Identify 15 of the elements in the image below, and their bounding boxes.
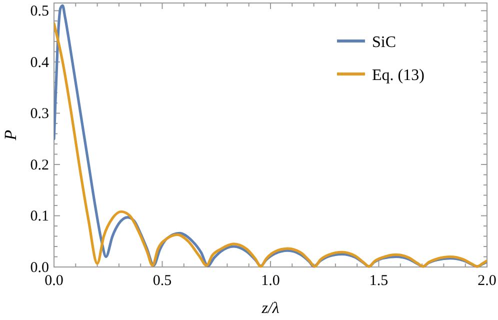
legend-label: SiC	[372, 34, 396, 51]
x-tick-label: 0.0	[44, 273, 64, 289]
y-tick-label: 0.5	[30, 4, 49, 20]
legend-label: Eq. (13)	[372, 67, 424, 84]
y-axis-title: P	[1, 130, 20, 142]
x-axis-title: z/λ	[260, 300, 280, 317]
y-tick-label: 0.1	[30, 208, 49, 225]
y-tick-label: 0.2	[30, 157, 49, 174]
x-tick-label: 2.0	[478, 273, 496, 289]
x-tick-label: 1.0	[261, 273, 280, 289]
x-tick-label: 1.5	[369, 273, 388, 289]
y-tick-label: 0.0	[30, 260, 49, 276]
x-tick-label: 0.5	[152, 273, 172, 289]
y-tick-label: 0.4	[30, 54, 50, 71]
y-tick-label: 0.3	[30, 106, 49, 122]
